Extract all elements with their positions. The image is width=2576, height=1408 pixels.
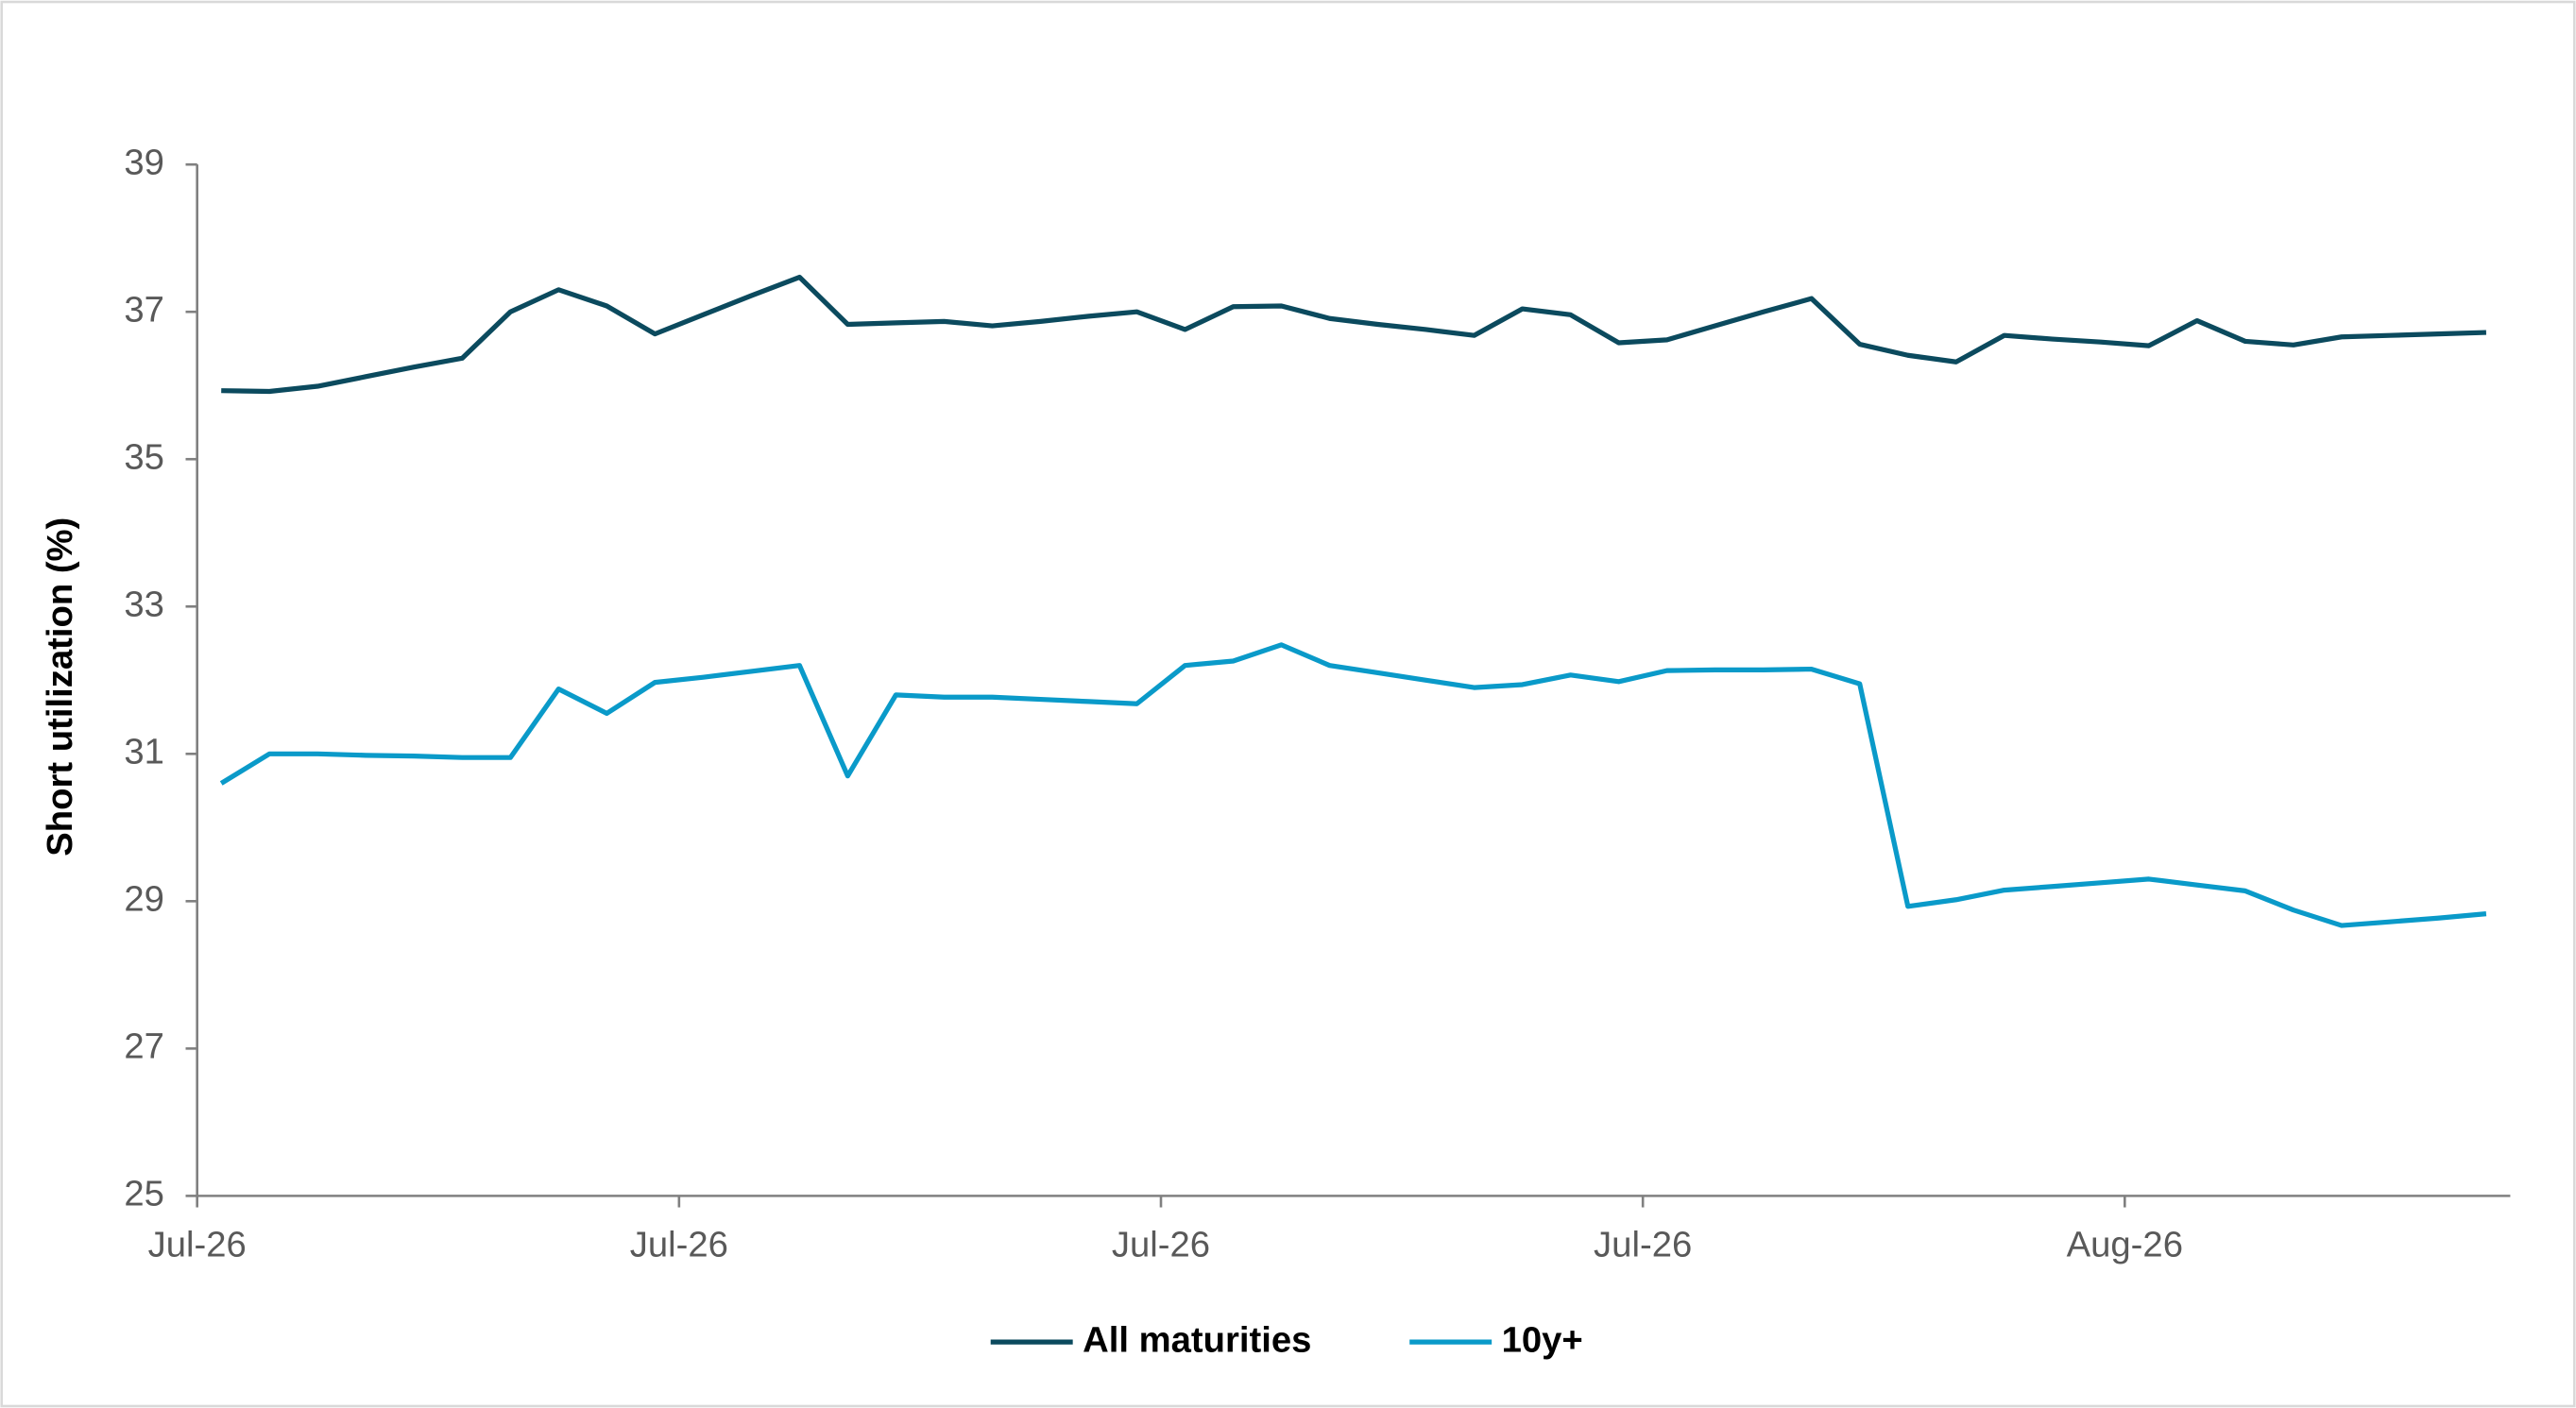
legend-label: 10y+	[1502, 1319, 1583, 1360]
y-tick-label: 25	[124, 1173, 164, 1213]
y-tick-label: 31	[124, 731, 164, 772]
series-line	[221, 274, 2487, 395]
y-tick-label: 35	[124, 436, 164, 477]
y-tick-label: 27	[124, 1026, 164, 1066]
x-tick-label: Jul-26	[1112, 1224, 1210, 1264]
y-tick-label: 33	[124, 584, 164, 624]
series-line	[219, 642, 2487, 928]
legend-label: All maturities	[1083, 1319, 1311, 1360]
x-tick-label: Jul-26	[1594, 1224, 1692, 1264]
y-tick-label: 37	[124, 289, 164, 330]
y-axis-title: Short utilization (%)	[40, 517, 80, 857]
y-tick-label: 29	[124, 878, 164, 919]
x-tick-label: Aug-26	[2067, 1224, 2183, 1264]
x-tick-label: Jul-26	[148, 1224, 247, 1264]
y-tick-label: 39	[124, 142, 164, 182]
x-tick-label: Jul-26	[630, 1224, 728, 1264]
